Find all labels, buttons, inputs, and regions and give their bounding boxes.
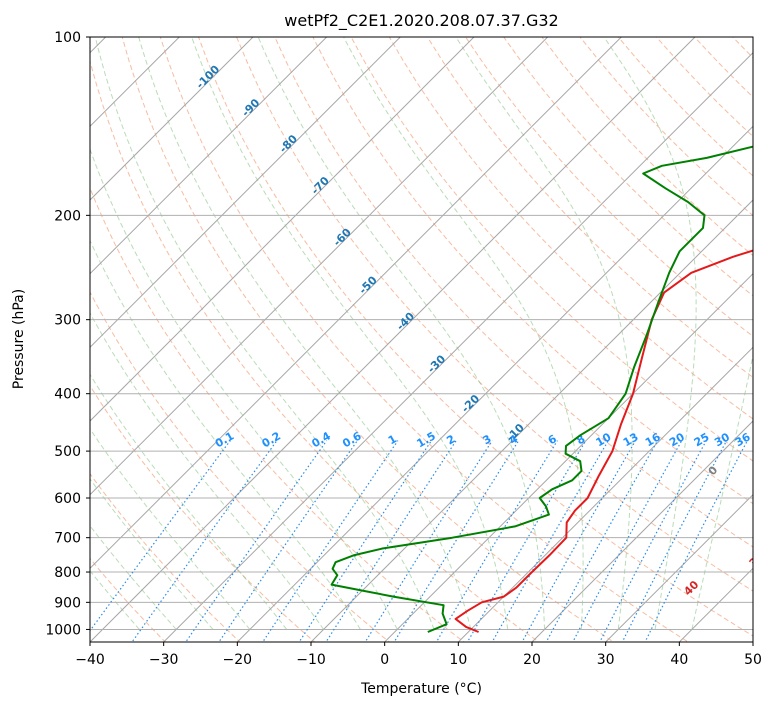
tick-layer: −40 −30 −20 −10 0 10 20 30 40 50 100 200 300 400 500 60… [45, 30, 762, 668]
y-tick-label: 800 [54, 565, 81, 581]
y-tick-label: 100 [54, 30, 81, 46]
y-tick-label: 1000 [45, 622, 81, 638]
y-tick-label: 400 [54, 387, 81, 403]
moist-adiabat [455, 37, 633, 630]
moist-adiabat [138, 37, 472, 630]
x-tick-label: 50 [744, 652, 762, 668]
y-tick-label: 200 [54, 208, 81, 224]
moist-adiabat [90, 147, 398, 630]
plot-frame [89, 36, 754, 643]
moist-adiabat [191, 37, 509, 630]
mixing-ratio-line [644, 440, 748, 642]
y-tick-label: 600 [54, 491, 81, 507]
dewpoint-profile-line [330, 145, 753, 633]
dry-adiabat [465, 37, 753, 338]
dry-adiabat [426, 37, 753, 378]
dry-adiabat [198, 37, 753, 637]
dry-adiabat [90, 557, 167, 642]
y-axis-label: Pressure (hPa) [11, 289, 27, 389]
mixing-ratio-line [364, 440, 493, 642]
chart-title: wetPf2_C2E1.2020.208.07.37.G32 [284, 11, 558, 31]
moist-adiabat [343, 37, 584, 630]
skewed-isotherm [310, 199, 753, 642]
skewed-isotherm [90, 37, 549, 496]
mixing-ratio-line [298, 440, 432, 642]
x-tick-label: 20 [523, 652, 541, 668]
mixing-ratio-line [491, 440, 609, 642]
skewed-isotherm [90, 37, 402, 349]
dry-adiabat [350, 37, 753, 462]
y-tick-label: 700 [54, 531, 81, 547]
mixing-ratio-line [621, 440, 728, 642]
x-tick-label: −30 [149, 652, 179, 668]
mixing-ratio-line [131, 440, 278, 642]
moist-adiabat [691, 352, 753, 630]
mixing-ratio-line [521, 440, 637, 642]
dry-adiabat-label: 30 [747, 549, 767, 569]
skewed-isotherm [90, 37, 696, 642]
mixing-ratio-line [262, 440, 399, 642]
x-tick-label: −20 [223, 652, 253, 668]
mixing-ratio-line [572, 440, 683, 642]
dry-adiabat [236, 37, 753, 592]
skewed-isotherm [457, 346, 753, 642]
moist-adiabat [90, 239, 361, 630]
x-tick-label: 40 [670, 652, 688, 668]
moist-adiabat [90, 311, 324, 630]
y-tick-label: 500 [54, 444, 81, 460]
background-lines [90, 37, 753, 642]
mixing-ratio-line [466, 440, 587, 642]
skewed-isotherm [162, 51, 753, 642]
series-layer [330, 145, 753, 633]
skewed-isotherm [604, 493, 753, 642]
skewed-isotherm [90, 37, 254, 201]
x-axis-label: Temperature (°C) [360, 681, 482, 697]
skewed-isotherm [236, 125, 753, 642]
moist-adiabat [603, 37, 697, 630]
skewed-isotherm [383, 272, 753, 642]
x-tick-label: −10 [296, 652, 326, 668]
mixing-ratio-line [599, 440, 707, 642]
mixing-ratio-line [325, 440, 457, 642]
skewed-isotherm [531, 420, 753, 642]
temperature-profile-line [454, 249, 753, 633]
skewed-isotherm [90, 37, 623, 570]
mixing-ratio-line [545, 440, 659, 642]
y-tick-label: 900 [54, 595, 81, 611]
moist-adiabat [94, 37, 435, 630]
x-tick-label: 10 [449, 652, 467, 668]
x-tick-label: 0 [380, 652, 389, 668]
skewed-isotherm [90, 37, 328, 275]
skewed-isotherm [90, 37, 181, 128]
x-tick-label: 30 [597, 652, 615, 668]
skewed-isotherm [90, 37, 475, 422]
x-tick-label: −40 [75, 652, 105, 668]
mixing-ratio-line [435, 440, 558, 642]
moist-adiabat [257, 37, 546, 630]
dry-adiabat [90, 291, 391, 642]
y-tick-label: 300 [54, 313, 81, 329]
